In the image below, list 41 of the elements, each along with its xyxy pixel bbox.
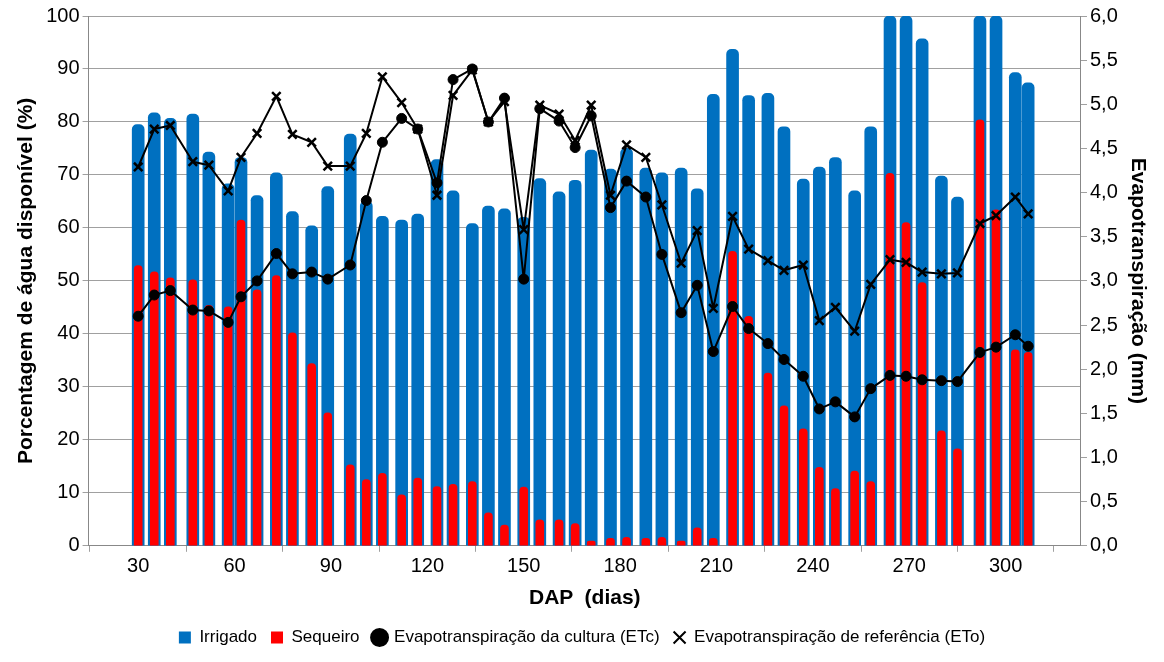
x-tick-label: 60	[223, 554, 246, 577]
y2-axis-title: Evapotranspiração (mm)	[1127, 157, 1151, 405]
y-tick-label: 90	[57, 56, 80, 79]
x-tick-label: 30	[127, 554, 150, 577]
y2-tick-label: 0,5	[1090, 489, 1118, 512]
y-tick-label: 0	[68, 533, 80, 556]
legend-label: Irrigado	[199, 627, 258, 647]
x-tick-label: 270	[892, 554, 926, 577]
y2-tick-label: 5,5	[1090, 47, 1118, 70]
y-tick-label: 10	[57, 480, 80, 503]
y-axis-title: Porcentagem de água disponível (%)	[13, 97, 37, 465]
y2-tick-label: 5,0	[1090, 91, 1118, 114]
y-tick-label: 70	[57, 162, 80, 185]
y-tick-label: 50	[57, 268, 80, 291]
x-axis-title: DAP (dias)	[528, 585, 641, 609]
x-tick-label: 90	[319, 554, 343, 577]
y-tick-label: 30	[57, 374, 80, 397]
y2-tick-label: 3,0	[1090, 268, 1118, 291]
y-tick-label: 100	[46, 3, 80, 26]
x-tick-label: 120	[410, 554, 445, 577]
y2-tick-label: 3,5	[1090, 224, 1118, 247]
x-tick-label: 210	[699, 554, 734, 577]
y2-tick-label: 2,0	[1090, 356, 1118, 379]
legend-label: Sequeiro	[291, 627, 360, 647]
y2-tick-label: 2,5	[1090, 312, 1118, 335]
x-tick-label: 180	[603, 554, 637, 577]
y2-tick-label: 1,5	[1090, 400, 1118, 423]
y2-tick-label: 4,0	[1090, 180, 1118, 203]
x-tick-label: 150	[507, 554, 541, 577]
y-tick-label: 20	[57, 427, 80, 450]
y2-tick-label: 6,0	[1090, 3, 1118, 26]
y2-tick-label: 1,0	[1090, 445, 1118, 468]
y-tick-label: 60	[57, 215, 80, 238]
y-tick-label: 80	[57, 109, 80, 132]
x-tick-label: 240	[796, 554, 830, 577]
x-tick-label: 300	[988, 554, 1023, 577]
legend-label: Evapotranspiração de referência (ETo)	[694, 627, 986, 647]
y2-tick-label: 0,0	[1090, 533, 1118, 556]
y-tick-label: 40	[57, 321, 80, 344]
legend-label: Evapotranspiração da cultura (ETc)	[394, 627, 660, 647]
y2-tick-label: 4,5	[1090, 135, 1118, 158]
